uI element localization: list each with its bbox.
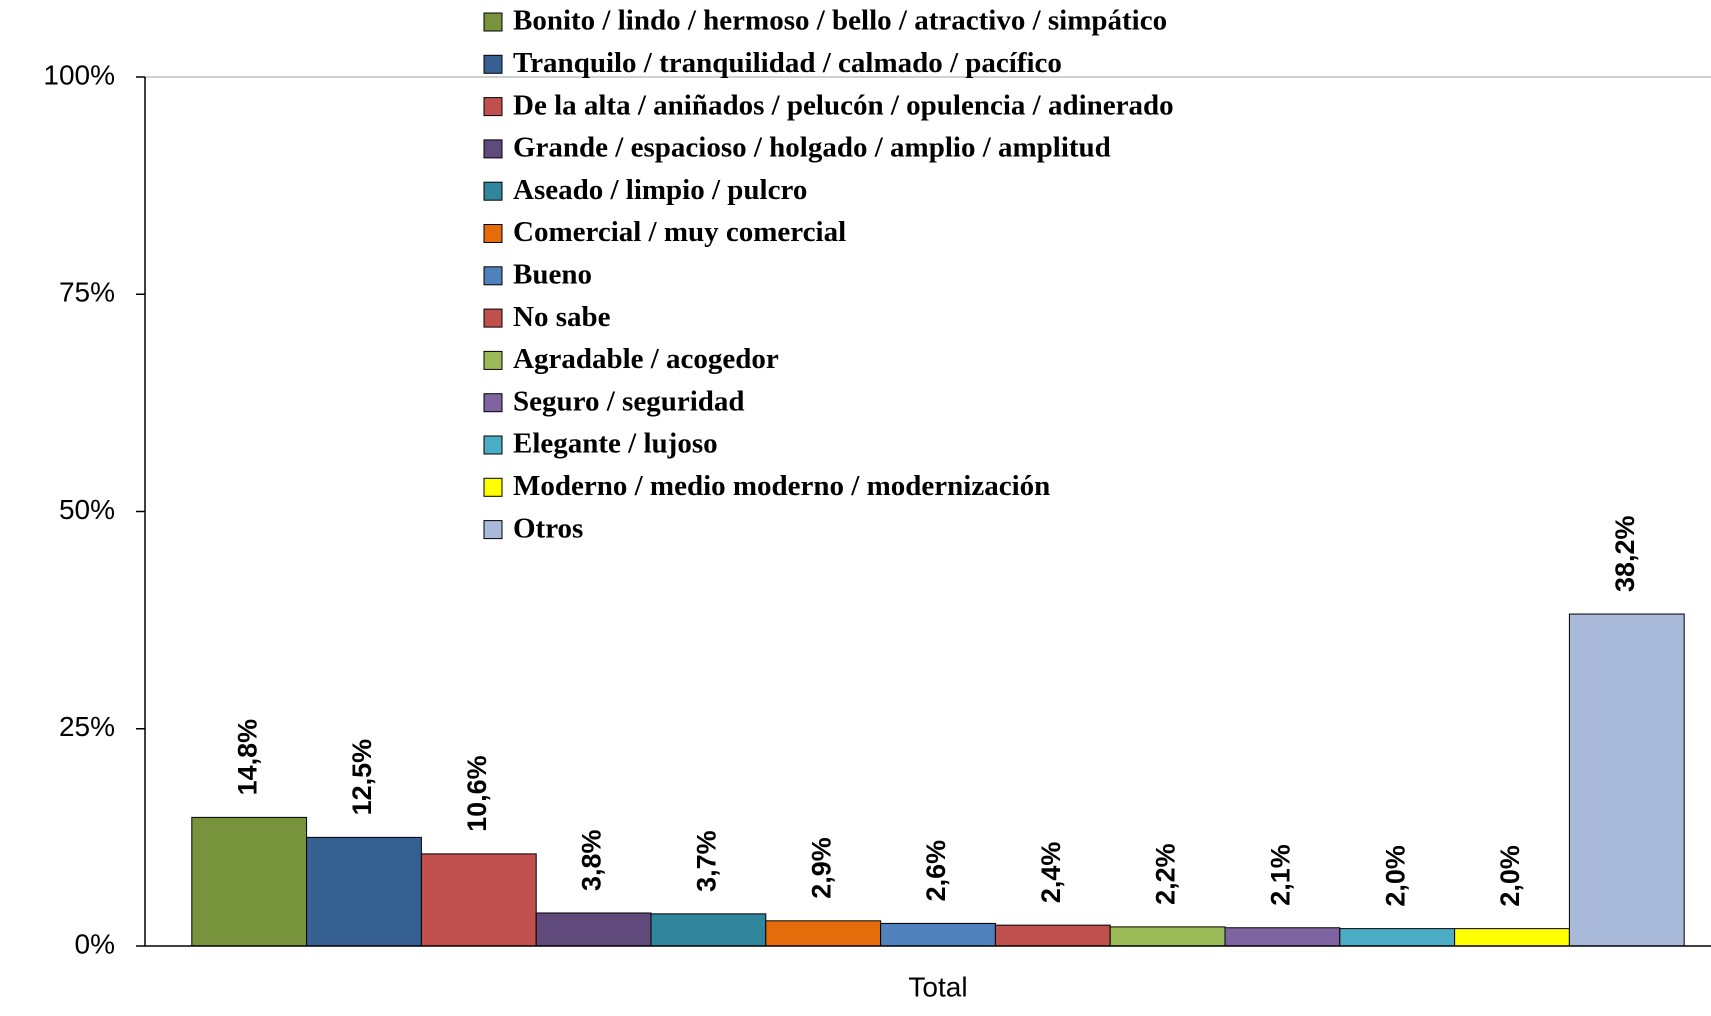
legend-label: Elegante / lujoso (513, 428, 718, 460)
legend-swatch (483, 97, 503, 117)
legend-label: Bonito / lindo / hermoso / bello / atrac… (513, 5, 1167, 37)
legend-label: Grande / espacioso / holgado / amplio / … (513, 132, 1111, 164)
value-label: 2,1% (1266, 844, 1296, 906)
legend-swatch (483, 393, 503, 413)
legend-label: Seguro / seguridad (513, 385, 745, 417)
legend-label: Agradable / acogedor (513, 343, 779, 375)
y-tick-label: 75% (59, 277, 115, 308)
value-label: 3,7% (692, 830, 722, 892)
legend-swatch (483, 520, 503, 540)
x-tick-label: Total (908, 971, 967, 1002)
bar (191, 816, 308, 947)
legend-swatch (483, 350, 503, 370)
value-label: 2,4% (1036, 842, 1066, 904)
bar (1109, 926, 1226, 947)
value-label: 3,8% (577, 829, 607, 891)
y-tick-label: 0% (75, 928, 115, 959)
legend-label: Aseado / limpio / pulcro (513, 174, 807, 206)
value-label: 2,9% (806, 837, 836, 899)
bar (650, 913, 767, 947)
y-tick-label: 100% (43, 59, 115, 90)
bar (1224, 927, 1341, 947)
value-label: 2,0% (1495, 845, 1525, 907)
bar (880, 922, 996, 947)
bar (1454, 928, 1570, 947)
bar (765, 920, 882, 947)
value-label: 2,0% (1380, 845, 1410, 907)
value-label: 12,5% (347, 739, 377, 816)
value-label: 14,8% (232, 719, 262, 796)
legend-label: De la alta / aniñados / pelucón / opulen… (513, 89, 1174, 121)
y-tick-label: 50% (59, 494, 115, 525)
bar (994, 924, 1111, 947)
legend-label: Comercial / muy comercial (513, 216, 846, 248)
legend-label: Bueno (513, 258, 592, 290)
bar (420, 853, 537, 947)
legend-swatch (483, 308, 503, 328)
legend-label: Otros (513, 512, 583, 544)
legend-swatch (483, 224, 503, 243)
bar (535, 912, 652, 947)
legend-swatch (483, 12, 503, 32)
value-label: 10,6% (462, 755, 492, 832)
legend-swatch (483, 477, 503, 497)
legend-swatch (483, 54, 503, 74)
bar (1339, 928, 1456, 947)
legend-swatch (483, 181, 503, 201)
legend-label: Moderno / medio moderno / modernización (513, 470, 1050, 502)
legend-label: No sabe (513, 301, 611, 333)
legend-swatch (483, 266, 503, 286)
value-label: 2,6% (921, 840, 951, 902)
value-label: 38,2% (1610, 515, 1640, 592)
bar (306, 836, 422, 947)
value-label: 2,2% (1151, 843, 1181, 905)
legend-swatch (483, 435, 503, 455)
y-tick-label: 25% (59, 711, 115, 742)
legend-swatch (483, 139, 503, 159)
legend-label: Tranquilo / tranquilidad / calmado / pac… (513, 47, 1062, 79)
bar (1568, 613, 1685, 947)
